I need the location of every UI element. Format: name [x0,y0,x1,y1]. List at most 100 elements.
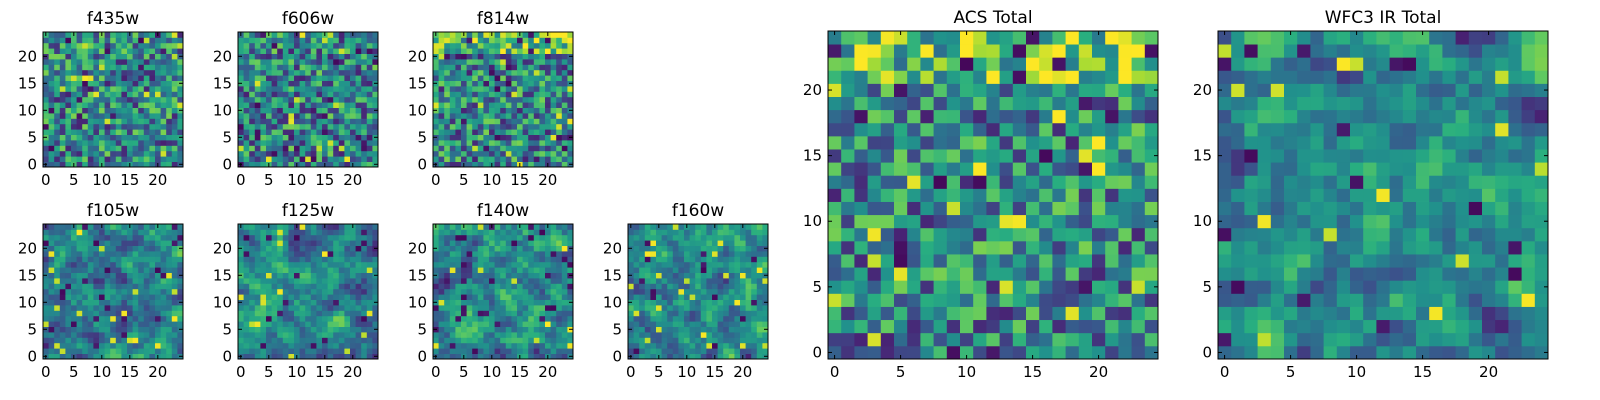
heatmap-cell [449,161,456,168]
heatmap-cell [545,234,551,241]
heatmap-cell [338,348,345,354]
heatmap-cell [238,332,244,338]
heatmap-cell [461,42,467,49]
heatmap-cell [277,123,284,130]
heatmap-cell [65,96,72,103]
heatmap-cell [556,332,563,338]
heatmap-cell [656,288,662,295]
heatmap-cell [166,272,173,279]
heatmap-cell [545,86,551,92]
heatmap-cell [87,145,94,152]
heatmap-cell [550,118,557,125]
heatmap-cell [751,315,758,322]
heatmap-cell [143,256,150,263]
heatmap-cell [316,245,323,252]
heatmap-cell [104,299,111,306]
heatmap-cell [138,251,145,257]
heatmap-cell [433,256,439,263]
heatmap-cell [511,140,518,146]
heatmap-cell [689,299,696,306]
heatmap-cell [466,272,473,279]
heatmap-cell [82,267,89,273]
heatmap-cell [266,278,272,284]
heatmap-cell [350,59,356,65]
heatmap-cell [999,201,1014,216]
heatmap-cell [1065,293,1080,307]
heatmap-cell [99,234,105,241]
heatmap-cell [361,48,368,54]
heatmap-cell [433,321,439,327]
heatmap-cell [639,229,646,236]
heatmap-cell [288,145,295,152]
heatmap-cell [76,80,83,87]
heatmap-cell [76,161,83,168]
heatmap-cell [500,261,507,268]
heatmap-cell [522,353,529,360]
heatmap-cell [433,342,439,349]
heatmap-cell [155,272,161,279]
heatmap-cell [556,53,563,60]
heatmap-cell [700,267,707,273]
heatmap-cell [166,32,173,38]
heatmap-cell [494,256,501,263]
heatmap-cell [740,278,746,284]
heatmap-cell [110,140,117,146]
heatmap-cell [177,129,184,135]
heatmap-cell [734,342,741,349]
heatmap-cell [48,294,55,300]
heatmap-cell [71,278,77,284]
heatmap-cell [350,288,356,295]
heatmap-cell [65,64,72,71]
heatmap-cell [539,299,546,306]
heatmap-cell [288,321,295,327]
heatmap-cell [333,134,340,141]
heatmap-cell [1118,345,1132,360]
heatmap-cell [556,69,563,76]
heatmap-cell [254,107,261,114]
heatmap-cell [894,293,908,307]
heatmap-cell [316,123,323,130]
heatmap-cell [545,80,551,87]
heatmap-cell [517,278,523,284]
heatmap-cell [277,91,284,98]
heatmap-cell [322,80,328,87]
heatmap-cell [920,306,934,321]
heatmap-cell [43,251,49,257]
heatmap-cell [99,348,105,354]
heatmap-cell [266,64,272,71]
heatmap-cell [907,254,921,268]
heatmap-cell [728,353,735,360]
heatmap-cell [143,53,150,60]
heatmap-cell [350,86,356,92]
heatmap-cell [550,129,557,135]
heatmap-cell [327,150,334,157]
heatmap-cell [907,149,921,163]
heatmap-cell [305,299,312,306]
heatmap-cell [132,37,139,44]
heatmap-cell [160,123,167,130]
heatmap-cell [132,337,139,344]
heatmap-cell [433,48,439,54]
heatmap-cell [350,283,356,290]
heatmap-cell [43,305,49,311]
heatmap-cell [43,229,49,236]
heatmap-cell [461,283,467,290]
heatmap-cell [1131,267,1146,281]
heatmap-cell [556,156,563,162]
heatmap-cell [138,245,145,252]
heatmap-cell [54,42,61,49]
heatmap-cell [533,251,540,257]
heatmap-cell [333,53,340,60]
heatmap-cell [76,305,83,311]
heatmap-cell [946,188,961,202]
heatmap-cell [762,234,769,241]
heatmap-cell [338,251,345,257]
heatmap-cell [466,321,473,327]
heatmap-cell [294,342,300,349]
heatmap-cell [249,156,256,162]
heatmap-cell [316,161,323,168]
heatmap-cell [522,310,529,317]
heatmap-cell [316,59,323,65]
heatmap-cell [294,140,300,146]
heatmap-cell [740,321,746,327]
